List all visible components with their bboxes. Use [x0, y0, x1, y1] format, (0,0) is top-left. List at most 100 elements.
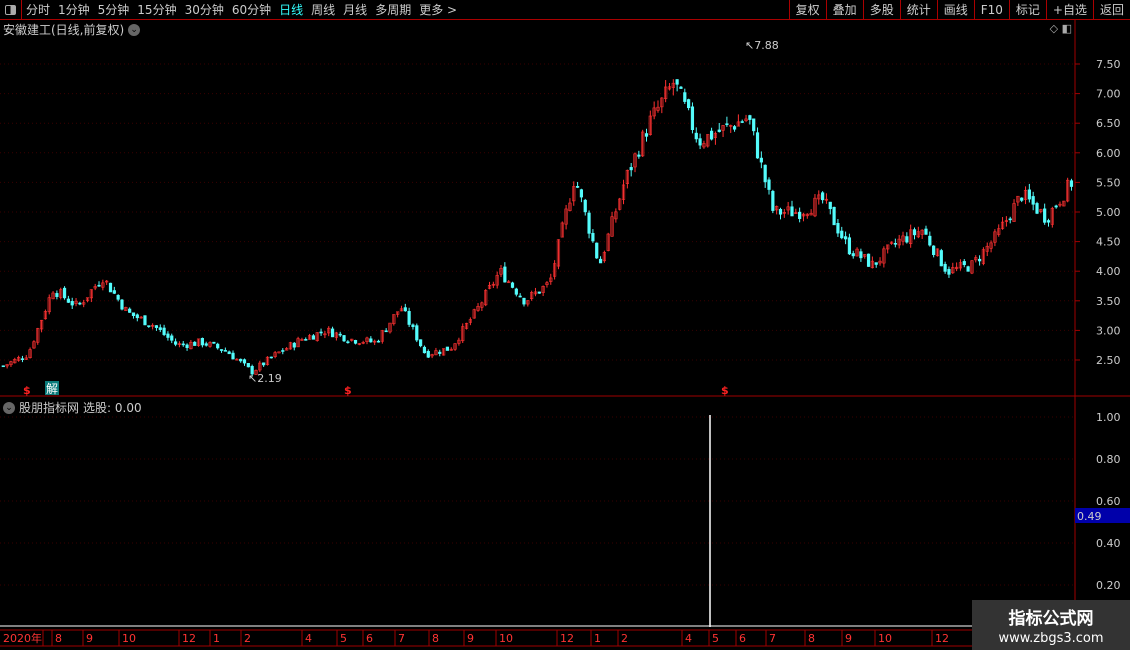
candle-body — [177, 343, 182, 346]
candle-body — [438, 351, 442, 354]
candle-body — [32, 341, 36, 349]
candle-body — [537, 291, 541, 294]
y-tick-label: 1.00 — [1096, 411, 1121, 424]
action-button[interactable]: 多股 — [862, 0, 900, 20]
candle-body — [204, 343, 208, 346]
candle-body — [170, 335, 174, 341]
candle-body — [602, 252, 606, 262]
candle-body — [116, 295, 120, 300]
candle-body — [805, 213, 809, 217]
candle-body — [932, 245, 936, 256]
candle-body — [242, 359, 247, 364]
candle-body — [396, 311, 400, 315]
candle-body — [200, 338, 204, 346]
candle-body — [878, 260, 882, 264]
action-button[interactable]: 统计 — [899, 0, 937, 20]
candle-body — [817, 194, 821, 200]
indicator-title: ⌄ 股朋指标网 选股: 0.00 — [3, 399, 142, 416]
period-tab[interactable]: 15分钟 — [137, 3, 177, 17]
candle-body — [648, 115, 652, 135]
action-button[interactable]: F10 — [973, 0, 1009, 20]
candle-body — [694, 132, 698, 140]
x-tick-label: 10 — [499, 632, 513, 645]
action-button[interactable]: 叠加 — [825, 0, 863, 20]
chevron-down-icon[interactable]: ⌄ — [3, 401, 15, 414]
period-tab[interactable]: 周线 — [311, 3, 336, 17]
candle-body — [219, 349, 224, 351]
period-tab[interactable]: 月线 — [343, 3, 368, 17]
candle-body — [353, 340, 358, 344]
candle-body — [265, 356, 270, 365]
period-tab[interactable]: 多周期 — [375, 3, 412, 17]
candle-body — [43, 311, 48, 320]
candle-body — [39, 319, 44, 330]
candle-body — [346, 341, 350, 344]
candle-body — [296, 338, 300, 348]
candle-body — [813, 197, 817, 217]
candle-body — [939, 250, 943, 267]
candle-body — [162, 327, 166, 335]
x-tick-label: 2 — [621, 632, 628, 645]
x-tick-label: 1 — [594, 632, 601, 645]
diamond-icon[interactable]: ◇ — [1049, 22, 1059, 35]
candle-body — [235, 358, 239, 361]
chevron-down-icon[interactable]: ⌄ — [128, 23, 141, 36]
indicator-name: 股朋指标网 — [19, 401, 80, 415]
candle-body — [208, 342, 212, 347]
y-tick-label: 3.00 — [1096, 324, 1121, 337]
action-button[interactable]: 画线 — [936, 0, 974, 20]
candle-body — [105, 280, 109, 283]
action-button[interactable]: 标记 — [1008, 0, 1046, 20]
candle-body — [901, 235, 905, 242]
candle-body — [212, 341, 216, 344]
candle-body — [579, 189, 584, 198]
candle-body — [70, 301, 74, 306]
candle-body — [112, 290, 116, 294]
action-button[interactable]: +自选 — [1045, 0, 1093, 20]
candle-body — [683, 92, 687, 102]
candle-body — [97, 284, 101, 287]
candle-body — [330, 328, 335, 338]
candle-body — [530, 292, 534, 299]
candle-body — [935, 248, 940, 257]
candle-body — [101, 282, 105, 288]
panel-toggle-icon[interactable]: ◧ — [1061, 22, 1072, 35]
indicator-value: 选股: 0.00 — [83, 401, 142, 415]
action-button[interactable]: 返回 — [1092, 0, 1130, 20]
candle-body — [430, 354, 434, 357]
candle-body — [334, 332, 338, 338]
candle-body — [196, 338, 201, 346]
period-tab[interactable]: 更多 > — [419, 3, 458, 17]
candle-body — [717, 129, 721, 132]
candle-body — [82, 302, 86, 305]
layout-toggle-button[interactable] — [0, 0, 22, 20]
candle-body — [1020, 197, 1024, 201]
candle-body — [338, 333, 342, 336]
candle-body — [422, 346, 427, 354]
candle-body — [997, 228, 1001, 235]
candle-body — [897, 238, 901, 246]
x-tick-label: 9 — [845, 632, 852, 645]
period-tab[interactable]: 5分钟 — [97, 3, 130, 17]
candle-body — [1008, 218, 1012, 221]
candle-body — [350, 338, 354, 341]
period-tab[interactable]: 日线 — [279, 3, 304, 17]
candle-body — [20, 358, 25, 360]
period-tab[interactable]: 分时 — [26, 3, 51, 17]
period-tab[interactable]: 1分钟 — [58, 3, 90, 17]
candle-body — [732, 126, 737, 130]
candle-body — [441, 348, 446, 356]
candle-body — [499, 268, 503, 275]
x-tick-label: 12 — [935, 632, 949, 645]
candle-body — [285, 348, 289, 351]
candle-body — [449, 348, 453, 351]
candle-body — [821, 192, 825, 201]
watermark-url: www.zbgs3.com — [998, 631, 1104, 646]
candle-body — [1016, 195, 1020, 203]
action-button[interactable]: 复权 — [788, 0, 826, 20]
period-tab[interactable]: 30分钟 — [184, 3, 224, 17]
period-tab[interactable]: 60分钟 — [231, 3, 272, 17]
candle-body — [889, 241, 894, 244]
toolbar: 分时 1分钟 5分钟 15分钟 30分钟 60分钟 日线 周线 月线 多周期 更多 > 复权 叠加 多股… — [0, 0, 1130, 20]
